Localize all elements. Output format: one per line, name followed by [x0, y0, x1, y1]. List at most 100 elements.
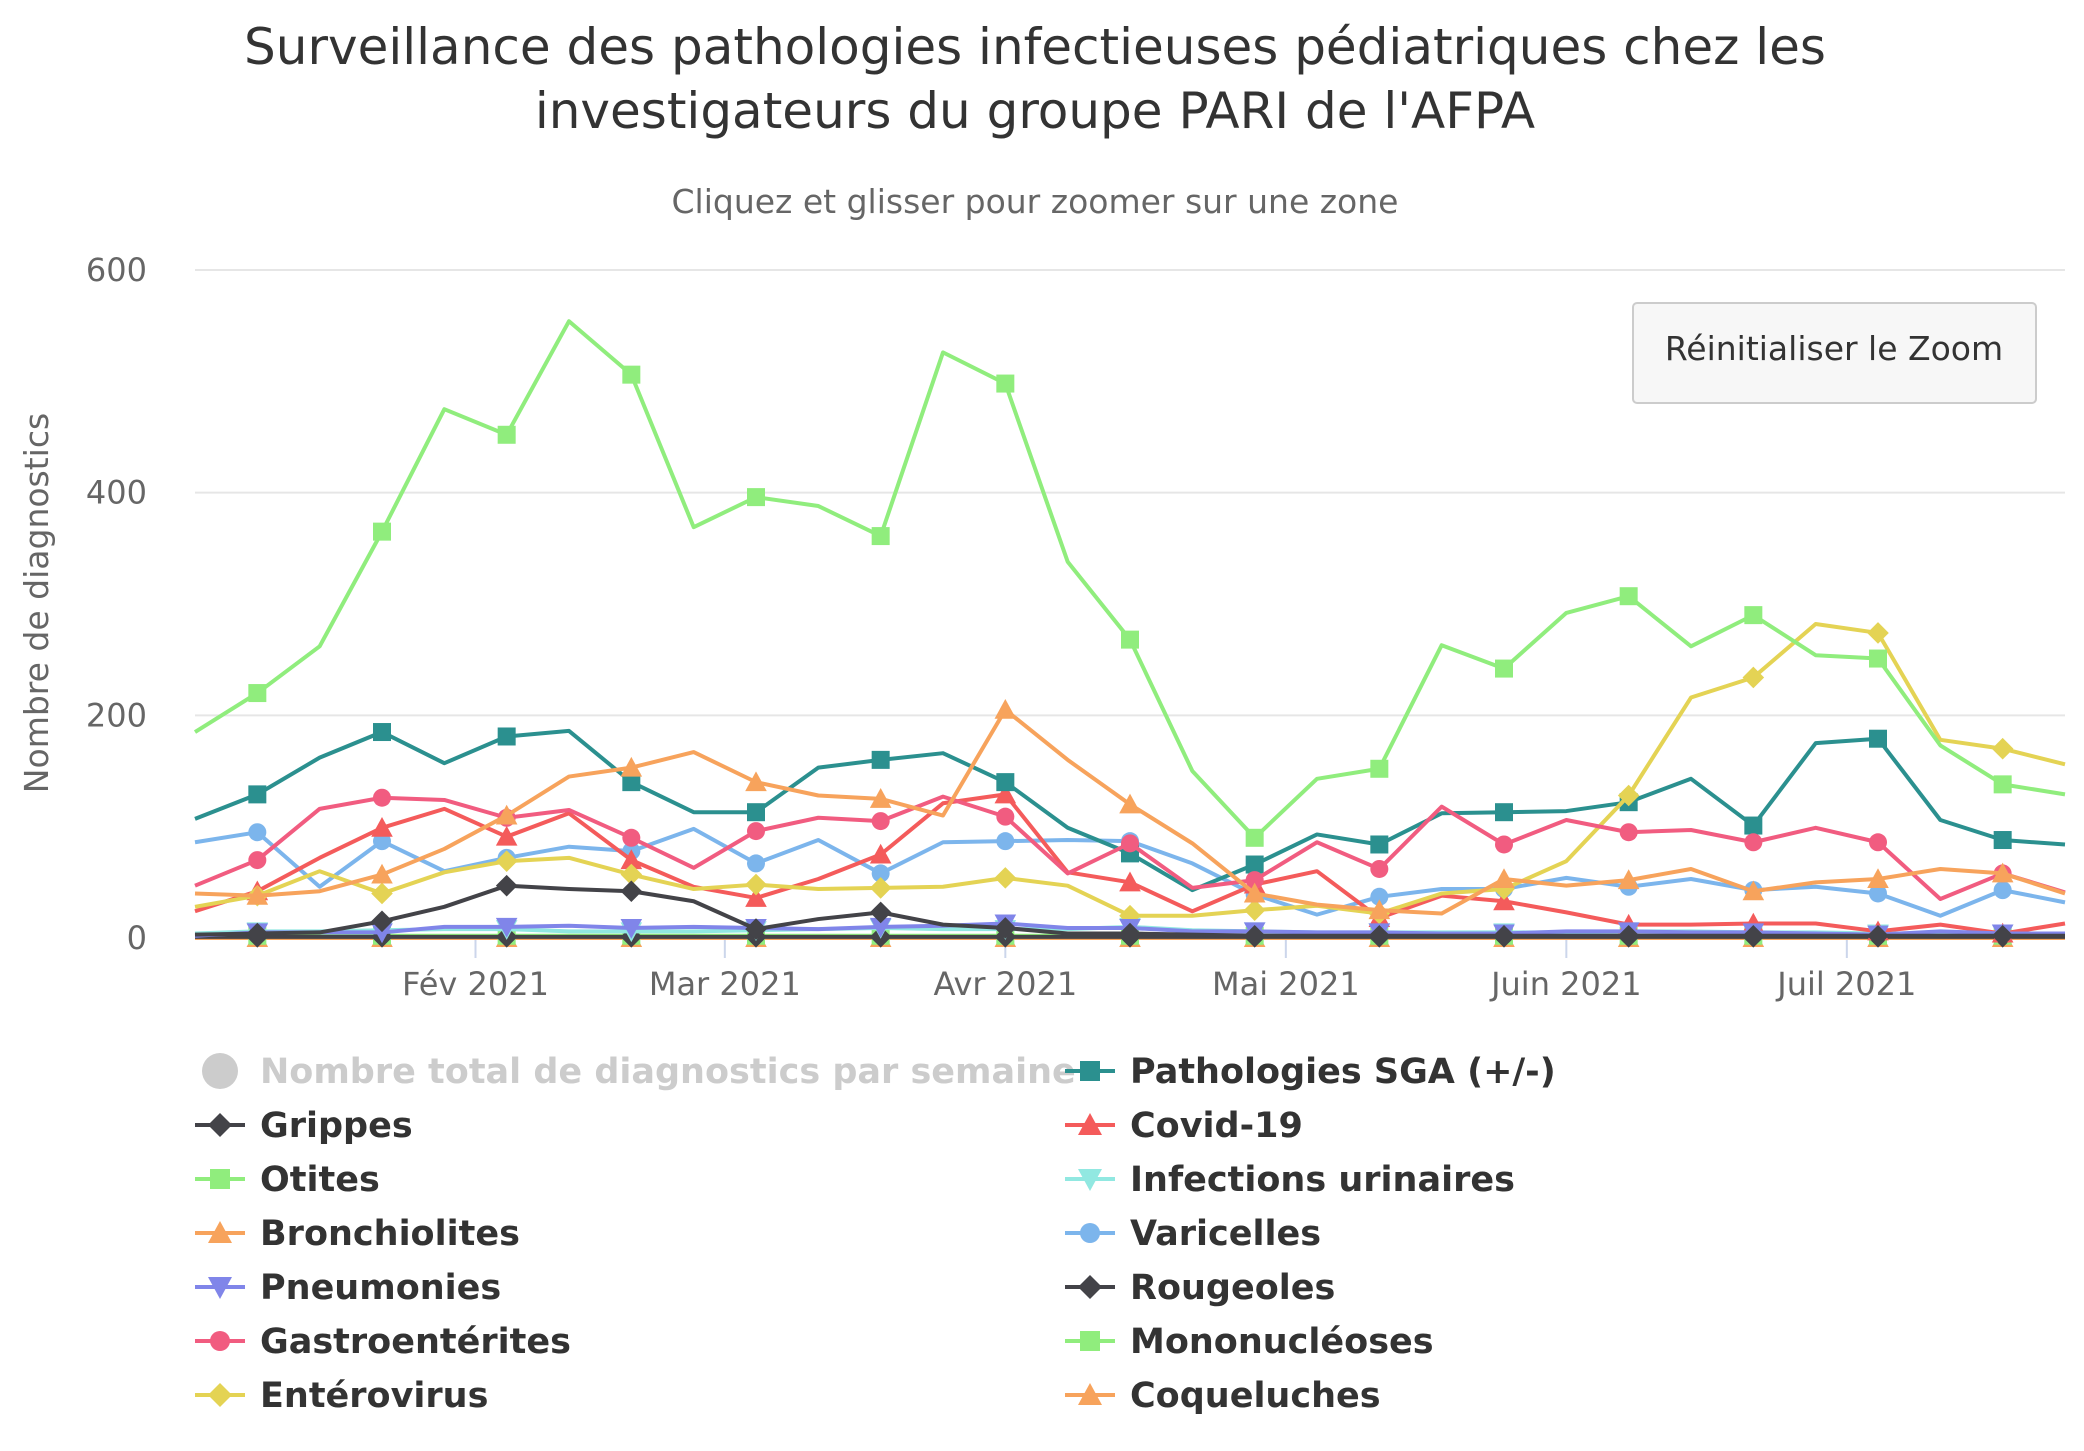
- data-point: [1370, 759, 1389, 778]
- legend-symbol: [1078, 1275, 1102, 1299]
- y-tick-label: 600: [86, 251, 147, 289]
- data-point: [869, 843, 892, 864]
- legend-item[interactable]: Pneumonies: [195, 1268, 501, 1308]
- data-point: [1495, 835, 1513, 854]
- data-point: [373, 723, 391, 742]
- data-point: [1493, 868, 1515, 888]
- data-point: [1245, 855, 1264, 874]
- data-point: [1991, 862, 2014, 883]
- x-tick-label: Juin 2021: [1489, 965, 1642, 1003]
- data-point: [620, 880, 643, 903]
- x-tick-label: Mai 2021: [1212, 965, 1360, 1003]
- data-point: [1991, 924, 2014, 947]
- data-point: [996, 832, 1015, 851]
- data-point: [620, 863, 643, 886]
- data-point: [1742, 880, 1765, 901]
- x-tick-label: Juil 2021: [1775, 965, 1916, 1003]
- series-enterovirus: [194, 622, 2066, 927]
- legend-label: Pathologies SGA (+/-): [1130, 1052, 1556, 1092]
- data-point: [1869, 649, 1887, 668]
- legend-symbol: [208, 1383, 232, 1407]
- data-point: [246, 884, 269, 905]
- data-point: [1370, 859, 1389, 878]
- legend-item[interactable]: Pathologies SGA (+/-): [1065, 1052, 1556, 1092]
- legend-item[interactable]: Varicelles: [1065, 1214, 1321, 1254]
- legend-label: Covid-19: [1130, 1106, 1303, 1146]
- data-point: [1869, 729, 1887, 748]
- data-point: [1495, 803, 1513, 822]
- legend-item[interactable]: Gastroentérites: [195, 1322, 571, 1362]
- legend-symbol: [202, 1053, 238, 1089]
- data-point: [1742, 666, 1765, 689]
- data-point: [1993, 831, 2012, 850]
- data-point: [747, 488, 765, 507]
- legend-item[interactable]: Otites: [195, 1160, 380, 1200]
- legend-label: Rougeoles: [1130, 1268, 1335, 1308]
- data-point: [497, 727, 516, 746]
- legend-item[interactable]: Entérovirus: [195, 1376, 488, 1416]
- legend-label: Gastroentérites: [260, 1322, 571, 1362]
- data-point: [869, 788, 892, 808]
- legend-label: Pneumonies: [260, 1268, 501, 1308]
- legend-item[interactable]: Grippes: [195, 1106, 413, 1146]
- legend-label: Infections urinaires: [1130, 1160, 1515, 1200]
- data-point: [620, 849, 643, 870]
- data-point: [745, 873, 767, 896]
- data-point: [1617, 924, 1640, 947]
- reset-zoom-button-bg: [1632, 302, 2037, 404]
- data-point: [869, 901, 892, 924]
- data-point: [1867, 924, 1889, 947]
- chart-subtitle: Cliquez et glisser pour zoomer sur une z…: [672, 182, 1399, 221]
- x-tick-label: Mar 2021: [649, 965, 801, 1003]
- data-point: [1619, 823, 1638, 842]
- legend-symbol: [208, 1113, 232, 1137]
- legend-item[interactable]: Rougeoles: [1065, 1268, 1335, 1308]
- legend-item[interactable]: Bronchiolites: [195, 1214, 520, 1254]
- legend-item[interactable]: Mononucléoses: [1065, 1322, 1434, 1362]
- legend-item[interactable]: Coqueluches: [1065, 1376, 1381, 1416]
- legend-label: Mononucléoses: [1130, 1322, 1434, 1362]
- data-point: [1617, 784, 1640, 807]
- data-point: [622, 828, 641, 847]
- series-otites: [193, 319, 2066, 847]
- data-point: [1744, 816, 1763, 835]
- reset-zoom-button[interactable]: Réinitialiser le Zoom: [1632, 302, 2037, 404]
- data-point: [495, 850, 518, 872]
- legend-label: Varicelles: [1130, 1214, 1321, 1254]
- y-tick-label: 200: [86, 696, 147, 734]
- data-point: [371, 863, 393, 884]
- legend: Nombre total de diagnostics par semaine G…: [195, 1052, 1556, 1416]
- data-point: [1370, 835, 1389, 854]
- y-tick-label: 0: [127, 919, 147, 957]
- data-point: [1119, 871, 1141, 892]
- legend-symbol: [1080, 1223, 1100, 1243]
- data-point: [1370, 887, 1389, 906]
- data-point: [996, 374, 1015, 393]
- data-point: [248, 684, 267, 703]
- data-point: [495, 804, 518, 825]
- plot-area[interactable]: [193, 319, 2066, 948]
- legend-item[interactable]: Nombre total de diagnostics par semaine: [202, 1052, 1076, 1092]
- data-point: [622, 773, 641, 792]
- reset-zoom-label: Réinitialiser le Zoom: [1665, 329, 2003, 368]
- data-point: [248, 823, 267, 842]
- data-point: [871, 864, 890, 883]
- data-point: [371, 923, 393, 944]
- data-point: [1993, 881, 2012, 900]
- legend-symbol: [210, 1169, 230, 1189]
- data-point: [747, 854, 765, 873]
- legend-item[interactable]: Covid-19: [1065, 1106, 1303, 1146]
- data-point: [1245, 871, 1264, 890]
- legend-label: Coqueluches: [1130, 1376, 1381, 1416]
- data-point: [497, 425, 516, 444]
- legend-label: Otites: [260, 1160, 380, 1200]
- data-point: [371, 816, 393, 837]
- data-point: [994, 698, 1017, 719]
- data-point: [1119, 922, 1141, 945]
- chart-title-line-1: Surveillance des pathologies infectieuse…: [244, 18, 1826, 76]
- data-point: [994, 917, 1017, 939]
- legend-item[interactable]: Infections urinaires: [1065, 1160, 1515, 1200]
- legend-symbol: [1078, 1113, 1102, 1135]
- data-point: [620, 756, 643, 777]
